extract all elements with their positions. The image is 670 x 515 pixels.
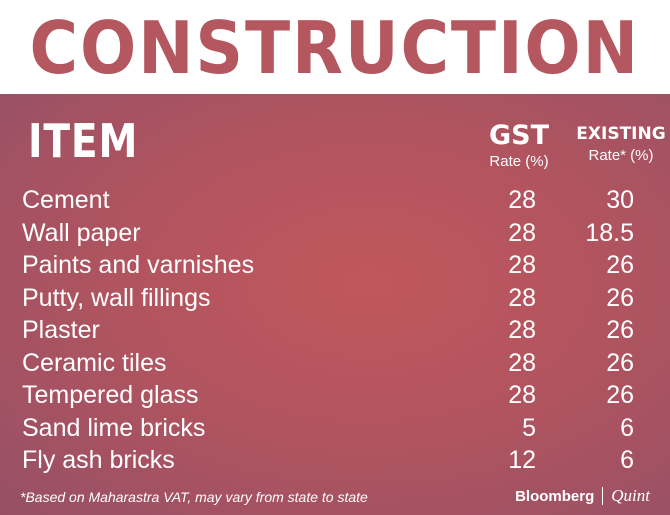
existing-rate: 26: [606, 251, 634, 279]
table-row: Ceramic tiles 28 26: [0, 347, 670, 380]
existing-header-subtitle: Rate* (%): [588, 146, 654, 164]
existing-rate: 6: [620, 446, 634, 474]
item-name: Cement: [22, 186, 110, 214]
gst-header-title: GST: [488, 120, 550, 151]
existing-rate: 6: [620, 413, 634, 442]
gst-column-header: GST Rate (%): [480, 120, 558, 171]
existing-rate: 26: [606, 283, 634, 312]
gst-rate: 28: [508, 316, 536, 344]
existing-header-title: EXISTING: [576, 124, 666, 144]
brand-secondary: Quint: [611, 486, 650, 505]
gst-rate: 28: [508, 348, 536, 377]
table-row: Putty, wall fillings 28 26: [0, 282, 670, 315]
existing-rate: 30: [606, 186, 634, 214]
item-name: Sand lime bricks: [22, 413, 206, 442]
item-name: Putty, wall fillings: [22, 283, 211, 312]
gst-rate: 28: [508, 251, 536, 279]
existing-rate: 26: [606, 381, 634, 409]
page-title: CONSTRUCTION: [29, 6, 641, 90]
item-name: Wall paper: [22, 218, 141, 247]
existing-rate: 26: [606, 348, 634, 377]
gst-rate: 28: [508, 283, 536, 312]
table-row: Plaster 28 26: [0, 314, 670, 347]
gst-header-subtitle: Rate (%): [489, 153, 549, 171]
item-name: Tempered glass: [22, 381, 199, 409]
gst-rate: 12: [508, 446, 536, 474]
rates-table: Cement 28 30 Wall paper 28 18.5 Paints a…: [0, 184, 670, 477]
table-row: Tempered glass 28 26: [0, 379, 670, 412]
brand-primary: Bloomberg: [515, 487, 595, 505]
gst-rate: 28: [508, 381, 536, 409]
rates-panel: ITEM GST Rate (%) EXISTING Rate* (%) Cem…: [0, 94, 670, 515]
item-column-header: ITEM: [28, 114, 139, 168]
existing-column-header: EXISTING Rate* (%): [576, 124, 666, 164]
footnote: *Based on Maharastra VAT, may vary from …: [20, 489, 368, 505]
table-row: Cement 28 30: [0, 184, 670, 217]
table-row: Sand lime bricks 5 6: [0, 412, 670, 445]
title-band: CONSTRUCTION: [0, 0, 670, 92]
item-name: Plaster: [22, 316, 100, 344]
existing-rate: 18.5: [585, 218, 634, 247]
item-name: Ceramic tiles: [22, 348, 167, 377]
item-name: Paints and varnishes: [22, 251, 255, 279]
table-row: Wall paper 28 18.5: [0, 217, 670, 250]
table-row: Paints and varnishes 28 26: [0, 249, 670, 282]
gst-rate: 5: [522, 413, 536, 442]
table-row: Fly ash bricks 12 6: [0, 444, 670, 477]
brand-divider: [602, 487, 604, 505]
existing-rate: 26: [606, 316, 634, 344]
gst-rate: 28: [508, 186, 536, 214]
gst-rate: 28: [508, 218, 536, 247]
brand-logo: Bloomberg Quint: [515, 486, 650, 506]
item-name: Fly ash bricks: [22, 446, 175, 474]
